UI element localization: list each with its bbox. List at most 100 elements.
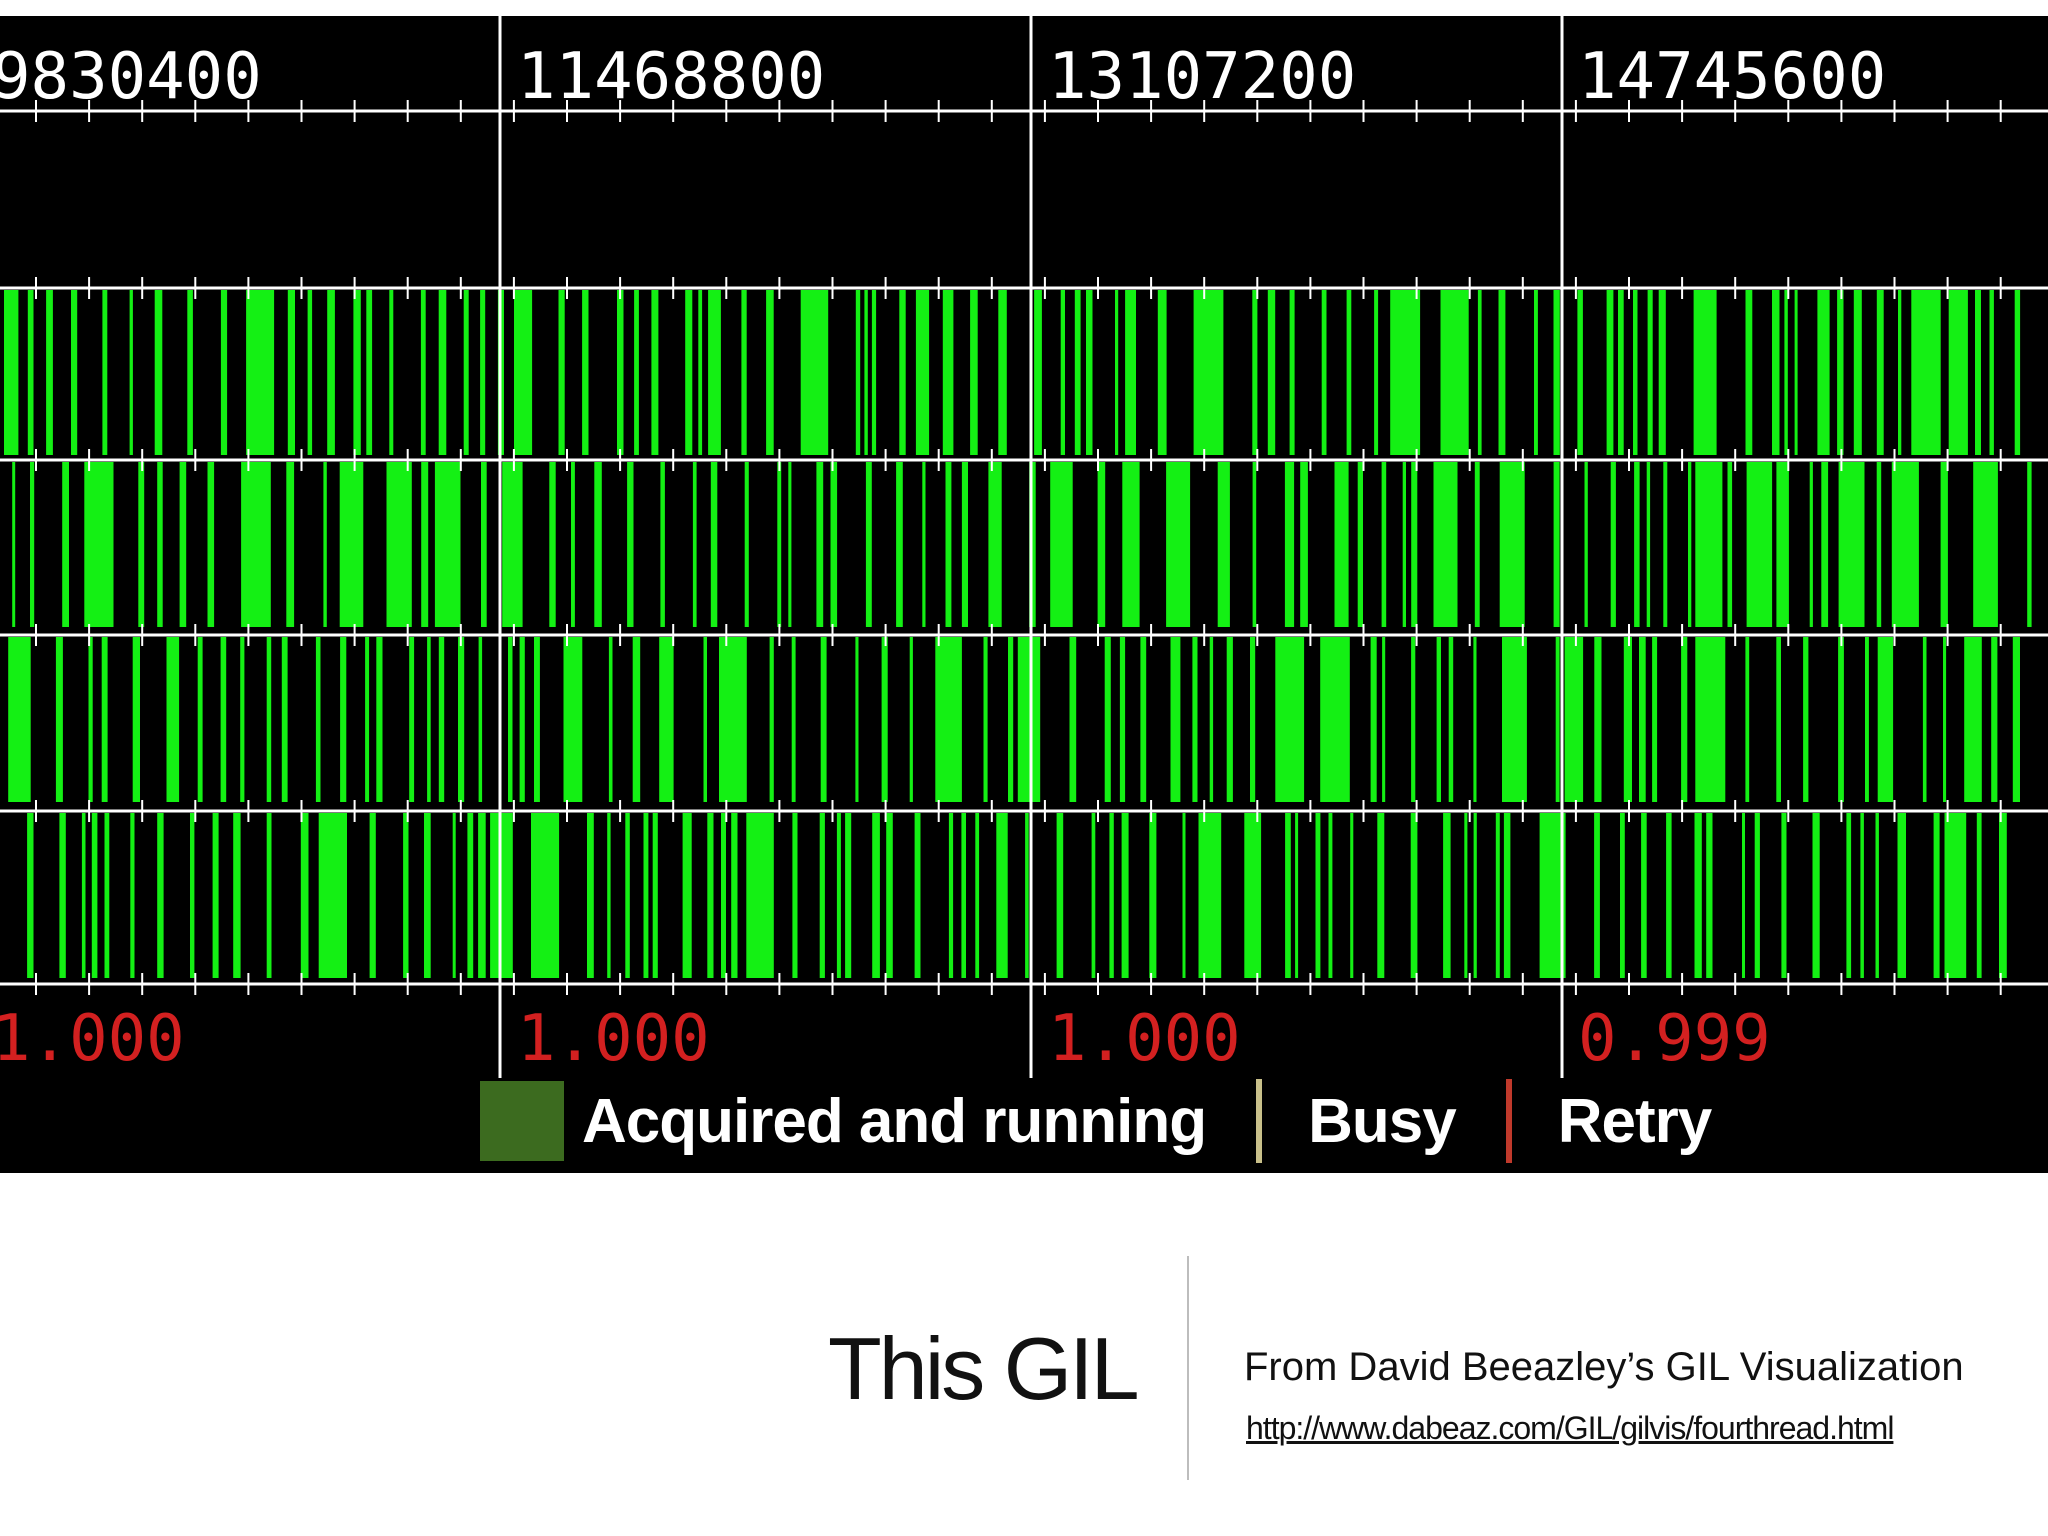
running-interval [1275,637,1305,802]
running-interval [942,290,954,455]
running-interval [366,290,373,455]
running-interval [1250,637,1256,802]
running-interval [1577,290,1583,455]
running-interval [1502,637,1527,802]
running-interval [1891,462,1919,627]
running-interval [8,637,31,802]
ratio-label: 1.000 [0,1002,185,1076]
running-interval [1620,813,1625,978]
running-interval [166,637,180,802]
running-interval [816,462,824,627]
running-interval [1727,462,1733,627]
running-interval [836,813,841,978]
running-interval [1553,290,1560,455]
running-interval [707,813,714,978]
running-interval [307,290,313,455]
running-interval [1976,813,1982,978]
running-interval [698,290,703,455]
running-interval [389,290,394,455]
running-interval [896,462,903,627]
running-interval [703,637,707,802]
running-interval [820,637,827,802]
running-interval [1402,462,1406,627]
running-interval [1594,813,1600,978]
running-interval [1817,290,1830,455]
running-interval [1157,290,1167,455]
running-interval [59,813,66,978]
running-interval [708,290,721,455]
timeline-grid [0,16,2048,1078]
running-interval [1633,290,1638,455]
running-interval [608,637,613,802]
running-interval [1865,637,1869,802]
running-interval [741,290,747,455]
running-interval [327,290,335,455]
running-interval [1109,813,1114,978]
running-interval [1838,462,1865,627]
running-interval [1606,290,1614,455]
running-interval [318,813,347,978]
running-interval [88,637,93,802]
running-interval [241,462,271,627]
running-interval [1776,637,1781,802]
running-interval [1772,290,1780,455]
running-interval [1781,813,1787,978]
running-interval [1034,290,1042,455]
running-interval [508,637,513,802]
running-interval [424,813,431,978]
running-interval [1639,637,1646,802]
source-link[interactable]: http://www.dabeaz.com/GIL/gilvis/fourthr… [1246,1410,1894,1446]
running-interval [286,462,295,627]
running-interval [1809,462,1813,627]
running-interval [187,290,193,455]
running-interval [220,637,227,802]
running-interval [594,462,602,627]
running-interval [1658,290,1666,455]
running-interval [899,290,906,455]
running-interval [1499,462,1525,627]
running-interval [531,813,560,978]
running-interval [1193,290,1224,455]
running-interval [1784,290,1788,455]
running-interval [961,813,966,978]
gil-visualization-panel: 9830400 11468800 13107200 14745600 1.000 1.00… [0,16,2048,1173]
running-interval [1149,813,1157,978]
x-tick-label: 14745600 [1578,40,1886,114]
running-interval [452,813,456,978]
ratio-label: 1.000 [517,1002,710,1076]
running-interval [1350,813,1354,978]
running-interval [340,637,347,802]
running-interval [179,462,187,627]
running-interval [1646,462,1651,627]
legend-swatch-retry [1505,1079,1512,1163]
running-interval [1803,637,1809,802]
running-interval [998,290,1007,455]
running-interval [1853,290,1862,455]
running-interval [1694,813,1702,978]
running-interval [721,813,726,978]
running-interval [1742,813,1745,978]
running-interval [1794,290,1798,455]
running-interval [46,290,53,455]
running-interval [1594,637,1602,802]
running-interval [582,290,589,455]
running-interval [478,813,486,978]
running-interval [2012,637,2020,802]
running-interval [1877,637,1894,802]
running-interval [1838,637,1844,802]
running-interval [1125,290,1136,455]
running-interval [1695,462,1723,627]
running-interval [914,813,921,978]
running-interval [1074,290,1081,455]
running-interval [157,813,164,978]
running-interval [1374,290,1379,455]
running-interval [1647,290,1653,455]
running-interval [1898,290,1902,455]
running-interval [996,813,1008,978]
running-interval [1745,290,1753,455]
running-interval [287,290,295,455]
running-interval [12,462,16,627]
running-interval [744,462,749,627]
x-tick-label: 9830400 [0,40,262,114]
running-interval [138,462,145,627]
